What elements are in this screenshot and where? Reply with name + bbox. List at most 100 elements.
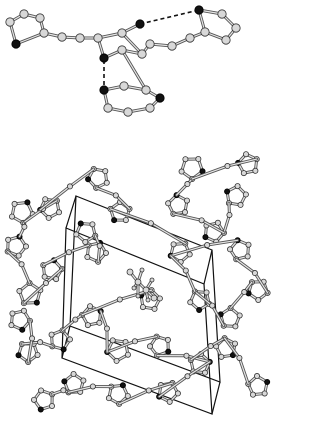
bond	[223, 214, 231, 234]
carbon-atom	[22, 243, 29, 250]
bond	[95, 187, 117, 196]
carbon-atom	[93, 33, 103, 43]
bond	[42, 251, 70, 266]
bond	[45, 268, 63, 284]
sulfur-atom	[224, 188, 231, 195]
carbon-atom	[139, 267, 145, 273]
carbon-atom	[109, 337, 116, 344]
carbon-atom	[218, 353, 225, 360]
bond	[23, 282, 47, 304]
carbon-atom	[48, 331, 55, 338]
carbon-atom	[103, 325, 110, 332]
bond	[223, 337, 241, 359]
bond	[109, 208, 152, 224]
carbon-atom	[66, 336, 73, 343]
bond	[229, 291, 245, 309]
carbon-atom	[131, 338, 138, 345]
carbon-atom	[237, 201, 244, 208]
unit-cell-edge	[211, 381, 221, 415]
carbon-atom	[141, 85, 151, 95]
carbon-atom	[149, 277, 155, 283]
carbon-atom	[124, 351, 131, 358]
bond	[148, 382, 174, 392]
carbon-atom	[31, 396, 38, 403]
carbon-atom	[234, 183, 241, 190]
bond	[185, 269, 196, 293]
carbon-atom	[232, 323, 239, 330]
carbon-atom	[202, 369, 209, 376]
carbon-atom	[89, 221, 96, 228]
carbon-atom	[5, 236, 12, 243]
bond	[121, 49, 147, 91]
carbon-atom	[236, 354, 243, 361]
carbon-atom	[96, 242, 103, 249]
carbon-atom	[249, 391, 256, 398]
carbon-atom	[139, 304, 146, 311]
bond	[254, 272, 269, 294]
carbon-atom	[11, 200, 18, 207]
carbon-atom	[241, 289, 248, 296]
bond	[15, 32, 45, 45]
bond	[121, 32, 143, 55]
carbon-atom	[147, 343, 154, 350]
carbon-atom	[41, 273, 48, 280]
carbon-atom	[137, 49, 147, 59]
bond	[67, 385, 94, 393]
carbon-atom	[119, 81, 129, 91]
bond	[115, 194, 131, 210]
carbon-atom	[65, 249, 72, 256]
carbon-atom	[21, 223, 28, 230]
carbon-atom	[187, 299, 194, 306]
sulfur-atom	[194, 5, 204, 15]
carbon-atom	[80, 377, 87, 384]
carbon-atom	[42, 196, 49, 203]
bond	[172, 213, 203, 221]
carbon-atom	[9, 310, 16, 317]
carbon-atom	[103, 179, 110, 186]
sulfur-atom	[135, 19, 145, 29]
sulfur-atom	[155, 93, 165, 103]
carbon-atom	[37, 339, 44, 346]
carbon-atom	[117, 45, 127, 55]
carbon-atom	[35, 13, 45, 23]
carbon-atom	[56, 209, 63, 216]
packing	[4, 151, 271, 413]
carbon-atom	[151, 305, 158, 312]
sulfur-atom	[202, 234, 209, 241]
carbon-atom	[182, 156, 189, 163]
sulfur-atom	[85, 176, 92, 183]
bond	[150, 222, 186, 245]
carbon-atom	[186, 251, 193, 258]
carbon-atom	[38, 387, 45, 394]
carbon-atom	[75, 33, 85, 43]
bond	[27, 337, 33, 363]
carbon-atom	[198, 217, 205, 224]
carbon-atom	[251, 270, 258, 277]
carbon-atom	[181, 209, 188, 216]
background	[0, 0, 283, 432]
carbon-atom	[87, 303, 94, 310]
carbon-atom	[242, 191, 249, 198]
carbon-atom	[5, 17, 15, 27]
unit-cell-edge	[203, 249, 213, 285]
carbon-atom	[182, 267, 189, 274]
carbon-atom	[224, 163, 231, 170]
carbon-atom	[8, 322, 15, 329]
bond	[7, 250, 23, 265]
carbon-atom	[244, 253, 251, 260]
carbon-atom	[200, 27, 210, 37]
carbon-atom	[142, 286, 150, 294]
carbon-atom	[72, 316, 79, 323]
carbon-atom	[178, 168, 185, 175]
carbon-atom	[185, 33, 195, 43]
bond	[190, 345, 212, 361]
bond	[81, 298, 121, 316]
carbon-atom	[145, 39, 155, 49]
carbon-atom	[70, 371, 77, 378]
carbon-atom	[231, 23, 241, 33]
unit-cell-edge	[65, 195, 77, 229]
bond	[201, 219, 225, 234]
carbon-atom	[45, 214, 52, 221]
bond	[238, 357, 249, 385]
carbon-atom	[221, 35, 231, 45]
